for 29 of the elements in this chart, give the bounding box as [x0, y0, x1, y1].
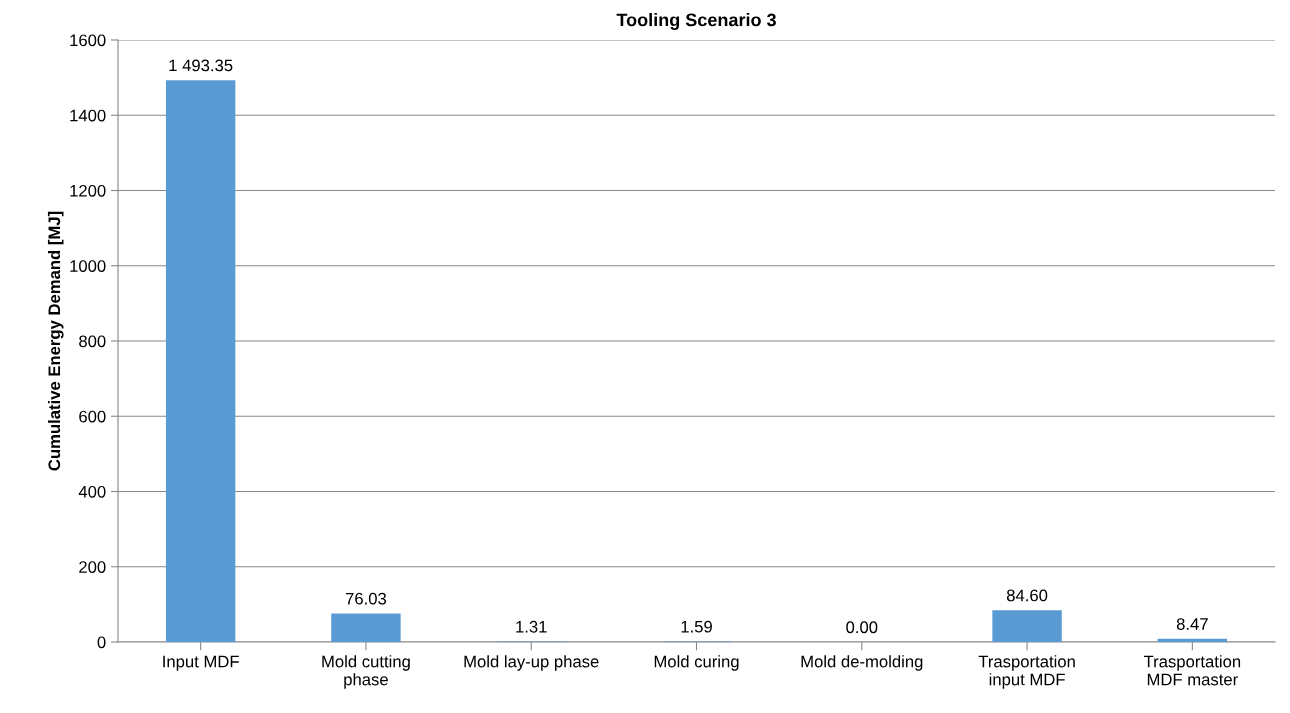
chart-title: Tooling Scenario 3	[616, 13, 776, 30]
y-tick-label: 200	[79, 561, 106, 573]
x-tick-label: Mold de-molding	[801, 655, 923, 671]
x-tick-label: Input MDF	[163, 655, 239, 671]
y-tick-label: 1600	[70, 34, 106, 47]
y-tick-label: 1200	[70, 184, 106, 197]
bar	[992, 610, 1062, 642]
data-label: 1.59	[681, 620, 712, 633]
data-label: 1.31	[516, 620, 547, 633]
data-label: 8.47	[1176, 618, 1208, 630]
bar	[1157, 638, 1228, 642]
y-tick-label: 800	[79, 335, 106, 348]
data-label: 0.00	[846, 621, 878, 634]
y-tick-label: 1400	[70, 109, 106, 122]
data-label: 76.03	[345, 592, 387, 605]
x-tick-label: Trasportation MDF master	[1143, 655, 1241, 686]
y-tick-label: 600	[79, 410, 106, 423]
bar	[331, 613, 401, 642]
y-tick-label: 400	[78, 485, 106, 498]
y-tick-label: 1000	[70, 260, 106, 272]
x-tick-label: Mold curing	[654, 655, 739, 671]
y-tick-label: 0	[97, 636, 106, 649]
data-label: 84.60	[1006, 589, 1048, 602]
bar	[165, 80, 236, 642]
x-tick-label: Mold lay-up phase	[464, 655, 599, 671]
y-axis-title: Cumulative Energy Demand [MJ]	[47, 211, 64, 471]
x-tick-label: Mold cutting phase	[322, 655, 410, 689]
data-label: 1 493.35	[169, 59, 233, 72]
x-tick-label: Trasportation input MDF	[978, 655, 1075, 689]
